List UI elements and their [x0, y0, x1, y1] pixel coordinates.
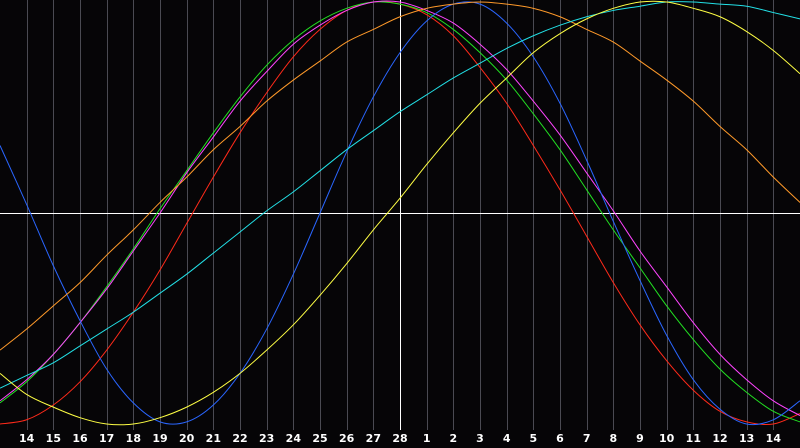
x-tick-label: 24 [286, 432, 302, 445]
x-axis-labels: 14 15 16 17 18 19 20 21 22 23 24 25 26 27 28 1 2 3 4 5 6 7 8 9 1… [19, 432, 781, 445]
x-tick-label: 16 [72, 432, 88, 445]
x-tick-label: 23 [259, 432, 274, 445]
x-tick-label: 15 [46, 432, 61, 445]
cycle-curve [0, 0, 800, 426]
x-tick-label: 14 [19, 432, 35, 445]
cycle-curve [0, 1, 800, 351]
x-tick-label: 11 [686, 432, 701, 445]
x-tick-label: 18 [126, 432, 141, 445]
x-tick-label: 28 [392, 432, 407, 445]
x-tick-label: 21 [206, 432, 221, 445]
x-tick-label: 26 [339, 432, 355, 445]
grid [0, 0, 800, 430]
x-tick-label: 20 [179, 432, 195, 445]
x-tick-label: 4 [503, 432, 511, 445]
x-tick-label: 6 [556, 432, 564, 445]
x-tick-label: 12 [712, 432, 727, 445]
x-tick-label: 1 [423, 432, 431, 445]
x-tick-label: 13 [739, 432, 754, 445]
x-tick-label: 3 [476, 432, 484, 445]
x-tick-label: 7 [583, 432, 591, 445]
curves [0, 0, 800, 426]
cycle-curve [0, 1, 800, 423]
cycle-curve [0, 0, 800, 416]
x-tick-label: 5 [530, 432, 538, 445]
x-tick-label: 2 [450, 432, 458, 445]
x-tick-label: 25 [312, 432, 327, 445]
x-tick-label: 19 [152, 432, 167, 445]
x-tick-label: 27 [366, 432, 381, 445]
x-tick-label: 14 [766, 432, 782, 445]
x-tick-label: 17 [99, 432, 114, 445]
x-tick-label: 9 [636, 432, 644, 445]
cycle-curve [0, 1, 800, 426]
x-tick-label: 8 [610, 432, 618, 445]
x-tick-label: 10 [659, 432, 675, 445]
x-tick-label: 22 [232, 432, 247, 445]
